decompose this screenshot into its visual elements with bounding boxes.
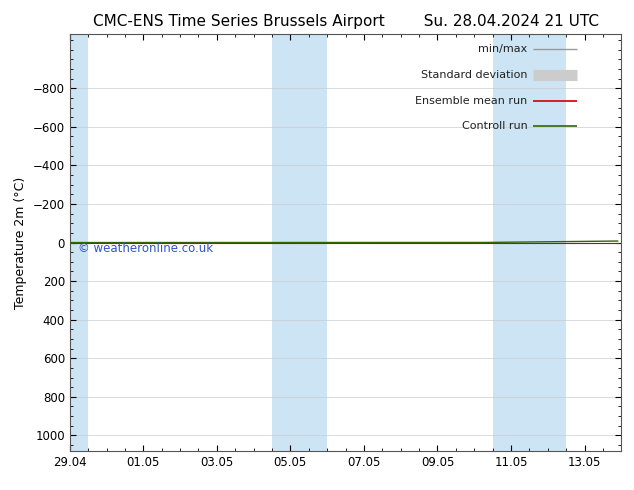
Bar [272,34,327,451]
Y-axis label: Temperature 2m (°C): Temperature 2m (°C) [14,176,27,309]
Text: Standard deviation: Standard deviation [421,70,527,80]
Text: Controll run: Controll run [462,122,527,131]
Text: © weatheronline.co.uk: © weatheronline.co.uk [78,242,213,255]
Text: Ensemble mean run: Ensemble mean run [415,96,527,105]
Bar [51,34,88,451]
Text: min/max: min/max [478,44,527,54]
Bar [493,34,566,451]
Title: CMC-ENS Time Series Brussels Airport        Su. 28.04.2024 21 UTC: CMC-ENS Time Series Brussels Airport Su.… [93,14,598,29]
